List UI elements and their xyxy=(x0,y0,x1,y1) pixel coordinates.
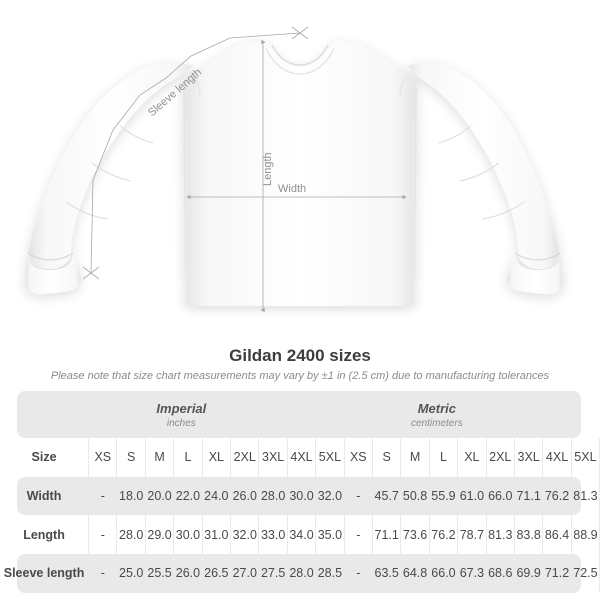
svg-text:Length: Length xyxy=(262,152,274,186)
svg-text:Width: Width xyxy=(278,183,306,195)
